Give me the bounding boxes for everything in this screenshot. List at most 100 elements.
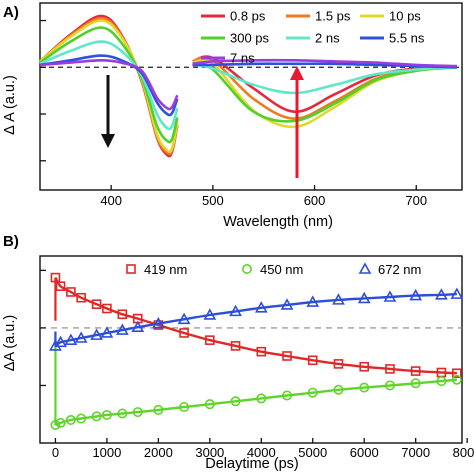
panel-b-series-1-point-13 [282,390,293,401]
panel-a-legend-label-6: 7 ns [230,51,255,66]
panel-a-legend-label-4: 2 ns [315,31,340,46]
panel-b-series-2-point-12 [254,301,268,313]
panel-a-x-axis-label: Wavelength (nm) [223,214,333,230]
panel-b-y-axis-label: ΔA (a.u.) [2,315,18,371]
panel-b-series-0-point-0 [50,272,61,283]
panel-a-series-3-segment-1 [192,62,458,123]
panel-b-x-tick-label-0: 0 [52,445,59,460]
panel-a-x-tick-label-3: 700 [405,193,427,208]
panel-b-series-2-point-6 [115,323,129,335]
panel-a-legend: 0.8 ps 1.5 ps 10 ps 300 ps 2 ns 5.5 ns 7 ns [201,9,425,66]
panel-b-x-tick-label-4: 4000 [247,445,276,460]
panel-a-down-arrow [101,75,115,148]
panel-b-series-2-point-18 [409,288,423,301]
panel-b-series-0-point-16 [359,361,370,372]
panel-b-series-2-fit [54,292,457,347]
panel-b-series-1-point-3 [76,413,87,424]
panel-b-series-1-point-6 [117,408,128,419]
panel-a-legend-label-3: 300 ps [230,31,270,46]
panel-b-series-2-point-17 [383,290,397,302]
panel-b-label: B) [3,233,19,250]
panel-a-legend-label-5: 5.5 ns [389,31,425,46]
panel-b-series-0-point-9 [179,328,189,338]
panel-b-series-1-point-2 [65,414,76,425]
panel-b-legend-marker-0 [126,264,136,274]
panel-b-x-tick-label-6: 6000 [350,445,379,460]
panel-b-series-0-point-17 [385,364,395,374]
panel-b-series-2-point-3 [74,331,88,343]
panel-b-series-1-point-14 [307,387,318,398]
panel-b: B) 0 1000 2000 3000 4000 5000 6000 7000 8000 419… [2,233,474,472]
panel-a-legend-label-2: 10 ps [389,9,421,24]
panel-a: A) 400 500 600 700 0.8 ps 1.5 ps 10 ps 300 ps 2… [2,2,463,230]
panel-a-series-6-segment-1 [192,58,457,68]
panel-b-series-2-point-11 [229,304,242,317]
panel-b-series-0-point-10 [205,335,215,345]
panel-b-series-1-point-16 [359,382,370,393]
panel-a-x-tick-label-2: 600 [304,193,326,208]
panel-b-legend-marker-2 [358,262,372,274]
panel-b-series-2-point-0 [49,339,62,351]
panel-a-y-axis-label: Δ A (a.u.) [2,75,18,135]
panel-b-series-1-point-15 [333,384,344,395]
panel-a-series-4-segment-1 [192,63,457,95]
panel-b-series-2-point-15 [332,293,345,305]
panel-b-series-0-point-4 [91,299,102,309]
panel-b-series-1-point-4 [91,411,102,422]
panel-b-series-0-point-12 [256,346,267,357]
panel-b-series-0-point-3 [76,292,86,303]
panel-b-series-0-point-20 [452,368,462,379]
panel-b-series-2-point-9 [177,312,191,325]
panel-b-series-0-point-15 [333,359,344,369]
panel-b-y-ticks [40,269,46,387]
panel-b-series-0-point-18 [410,366,421,376]
panel-b-series-2-point-14 [306,295,320,307]
panel-b-x-tick-label-7: 7000 [401,445,430,460]
panel-b-series-0-point-2 [66,287,76,297]
panel-b-series-1-point-7 [132,407,143,418]
panel-b-series-1-point-20 [451,374,462,385]
panel-b-curves [49,272,464,431]
panel-a-x-ticks: 400 500 600 700 [100,185,427,208]
panel-b-series-2-point-20 [450,287,464,299]
panel-b-x-tick-label-3: 3000 [195,445,224,460]
panel-b-legend: 419 nm 450 nm 672 nm [126,262,421,277]
panel-b-x-tick-label-5: 5000 [298,445,327,460]
panel-b-series-1-point-9 [179,402,190,413]
panel-b-series-2-point-7 [131,320,145,333]
panel-a-series-5-segment-0 [39,54,179,117]
panel-b-legend-label-2: 672 nm [378,262,421,277]
panel-a-x-tick-label-0: 400 [100,193,122,208]
panel-b-series-0-point-14 [307,355,318,366]
panel-b-series-2-point-4 [90,328,103,340]
panel-a-x-tick-label-1: 500 [202,193,224,208]
panel-a-series-6-segment-0 [39,59,179,111]
panel-a-y-ticks [40,19,46,162]
panel-b-legend-marker-1 [242,263,253,274]
panel-b-x-tick-label-1: 1000 [92,445,121,460]
panel-b-series-1-point-18 [410,378,421,389]
panel-b-series-0-point-13 [282,351,292,361]
panel-b-series-0-point-5 [102,303,112,314]
panel-b-x-axis-label: Delaytime (ps) [205,456,298,472]
panel-b-series-2-point-5 [100,326,114,338]
panel-a-curves [39,14,458,158]
panel-b-series-0-point-1 [55,281,66,292]
panel-b-series-1-point-11 [230,396,241,407]
panel-b-series-2-point-16 [357,291,371,304]
panel-a-label: A) [3,4,19,21]
panel-a-up-arrow [290,66,304,178]
panel-b-series-1-point-5 [101,409,112,420]
panel-b-series-0-point-11 [230,341,241,351]
panel-b-series-1-point-10 [204,399,215,410]
panel-b-series-2-point-10 [203,308,217,320]
panel-b-x-ticks: 0 1000 2000 3000 4000 5000 6000 7000 8000 [52,438,474,460]
panel-b-series-2-point-1 [54,335,67,348]
panel-b-series-1-point-12 [256,393,267,404]
panel-b-series-0-point-6 [117,309,128,320]
panel-b-series-2-point-13 [280,298,294,310]
panel-b-legend-label-0: 419 nm [144,262,187,277]
panel-b-series-2-point-8 [152,316,165,329]
panel-b-series-1-point-0 [50,420,61,431]
